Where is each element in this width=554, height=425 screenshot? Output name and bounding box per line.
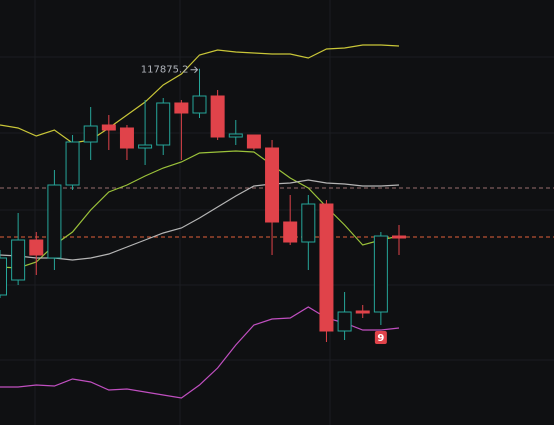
candle-body (0, 257, 7, 296)
candle-body (337, 311, 352, 332)
badge-label: 9 (377, 333, 384, 344)
candle-body (246, 134, 261, 149)
high-label: 117875.2 (141, 65, 189, 76)
candle-body (373, 235, 388, 313)
candle-body (119, 127, 134, 149)
candle-body (265, 147, 280, 223)
candle-body (11, 239, 26, 281)
candle-body (156, 102, 171, 146)
candle-body (392, 235, 406, 239)
candle-body (138, 144, 153, 149)
candle-body (283, 221, 298, 243)
candle-body (319, 203, 334, 332)
candle-body (83, 125, 98, 143)
candle-body (47, 184, 62, 259)
candle-body (29, 239, 44, 256)
candle-body (174, 102, 189, 114)
badge-box (374, 331, 387, 344)
candle-body (210, 95, 225, 138)
indicator-line (0, 179, 400, 261)
candle-body (192, 95, 207, 114)
candle-body (101, 124, 116, 131)
candle-body (301, 203, 316, 243)
indicator-line (0, 44, 400, 144)
candle-body (65, 141, 80, 186)
high-arrow (190, 66, 199, 74)
candle-body (355, 310, 370, 314)
candle-body (228, 133, 243, 138)
